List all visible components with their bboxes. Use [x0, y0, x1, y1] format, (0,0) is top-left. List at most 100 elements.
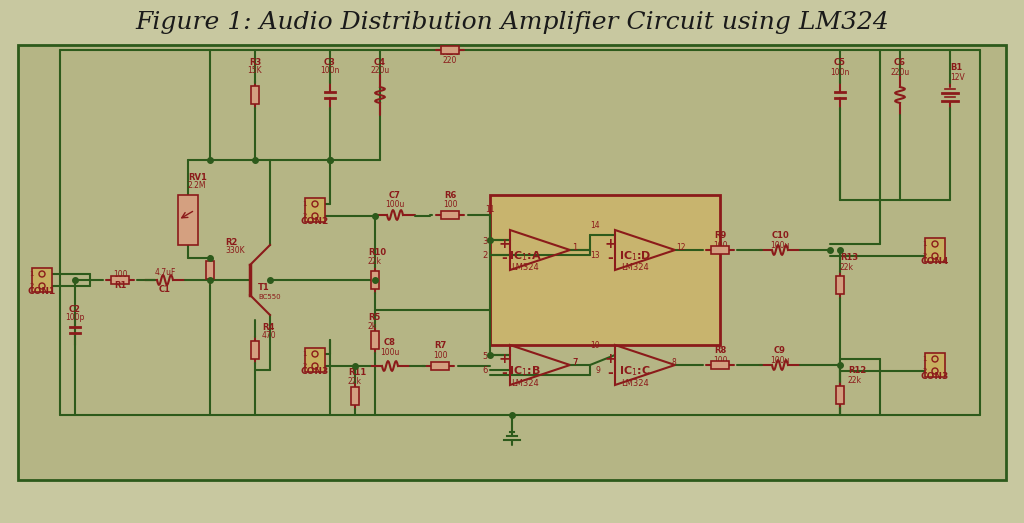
Text: 10: 10: [591, 341, 600, 350]
Text: 1: 1: [572, 243, 578, 252]
Text: 5: 5: [482, 352, 488, 361]
Bar: [490, 195, 720, 345]
Text: 4.7uF: 4.7uF: [155, 268, 176, 277]
Text: R3: R3: [249, 58, 261, 67]
Text: -: -: [501, 251, 507, 265]
Text: -: -: [607, 251, 613, 265]
Text: -: -: [607, 366, 613, 380]
Text: 330K: 330K: [225, 246, 245, 255]
Text: 22k: 22k: [368, 257, 382, 266]
Text: 470: 470: [262, 331, 276, 340]
Text: 12V: 12V: [950, 73, 965, 82]
Text: RV1: RV1: [188, 173, 207, 182]
Text: 22k: 22k: [848, 376, 862, 385]
Text: 100u: 100u: [770, 241, 790, 250]
Text: R6: R6: [443, 191, 456, 200]
Text: R4: R4: [262, 323, 274, 332]
Text: LM324: LM324: [511, 264, 539, 272]
Text: 6: 6: [482, 366, 488, 375]
Text: 100: 100: [113, 270, 127, 279]
Text: R11: R11: [348, 368, 367, 377]
Text: R8: R8: [714, 346, 726, 355]
Text: 2: 2: [482, 251, 488, 260]
Text: +: +: [499, 237, 510, 251]
Text: 1: 1: [923, 241, 927, 247]
Text: C4: C4: [374, 58, 386, 67]
Text: 2: 2: [30, 283, 34, 289]
Bar: [305, 348, 325, 372]
Text: R9: R9: [714, 231, 726, 240]
Text: C2: C2: [69, 305, 81, 314]
Text: 7: 7: [572, 358, 578, 367]
Text: 100n: 100n: [830, 68, 850, 77]
Text: 14: 14: [591, 221, 600, 230]
Text: 2k: 2k: [368, 322, 377, 331]
Bar: [441, 46, 459, 54]
Text: BC550: BC550: [258, 294, 281, 300]
Text: 100u: 100u: [770, 356, 790, 365]
Text: 2: 2: [303, 363, 307, 369]
Text: -: -: [501, 366, 507, 380]
Text: 2.2M: 2.2M: [188, 181, 207, 190]
Text: IC$_1$:B: IC$_1$:B: [509, 364, 541, 378]
Bar: [111, 276, 129, 284]
Text: 3: 3: [482, 237, 488, 246]
Text: C6: C6: [894, 58, 906, 67]
Text: 1: 1: [30, 271, 34, 277]
Text: 100p: 100p: [66, 313, 85, 322]
Text: CON4: CON4: [921, 257, 949, 266]
Bar: [371, 271, 379, 289]
Bar: [18, 45, 1006, 480]
Text: 12: 12: [676, 243, 685, 252]
Text: 1: 1: [302, 201, 307, 207]
Text: 2: 2: [923, 253, 927, 259]
Text: LM324: LM324: [622, 379, 649, 388]
Text: R2: R2: [225, 238, 238, 247]
Text: +: +: [604, 352, 615, 366]
Bar: [251, 341, 259, 359]
Text: 100: 100: [713, 356, 727, 365]
Text: CON2: CON2: [301, 217, 329, 226]
Text: LM324: LM324: [622, 264, 649, 272]
Text: 22k: 22k: [840, 263, 854, 272]
Text: 100n: 100n: [321, 66, 340, 75]
Text: C3: C3: [324, 58, 336, 67]
Text: R14: R14: [441, 48, 459, 57]
Text: B1: B1: [950, 63, 963, 72]
Text: R7: R7: [434, 341, 446, 350]
Bar: [836, 276, 844, 294]
Text: +: +: [604, 237, 615, 251]
Bar: [305, 198, 325, 222]
Text: R10: R10: [368, 248, 386, 257]
Text: C1: C1: [159, 285, 171, 294]
Text: 22k: 22k: [348, 377, 362, 386]
Text: 2: 2: [303, 213, 307, 219]
Text: 100u: 100u: [380, 348, 399, 357]
Text: 100: 100: [713, 241, 727, 250]
Text: 8: 8: [672, 358, 677, 367]
Bar: [925, 238, 945, 262]
Text: IC$_1$:A: IC$_1$:A: [509, 249, 542, 263]
Text: 9: 9: [595, 366, 600, 375]
Bar: [441, 211, 459, 219]
Text: CON3: CON3: [921, 372, 949, 381]
Bar: [371, 331, 379, 349]
Text: R13: R13: [840, 253, 858, 262]
Bar: [711, 246, 729, 254]
Bar: [178, 195, 198, 245]
Bar: [32, 268, 52, 292]
Text: 100: 100: [433, 351, 447, 360]
Text: LM324: LM324: [511, 379, 539, 388]
Text: 11: 11: [485, 205, 495, 214]
Text: 220u: 220u: [371, 66, 389, 75]
Text: 7: 7: [572, 358, 578, 367]
Bar: [836, 386, 844, 404]
Bar: [431, 362, 449, 370]
Text: 15K: 15K: [248, 66, 262, 75]
Text: 1: 1: [302, 351, 307, 357]
Text: R5: R5: [368, 313, 380, 322]
Text: CON1: CON1: [28, 287, 56, 296]
Text: 100: 100: [442, 200, 458, 209]
Text: 220: 220: [442, 56, 457, 65]
Bar: [351, 387, 359, 405]
